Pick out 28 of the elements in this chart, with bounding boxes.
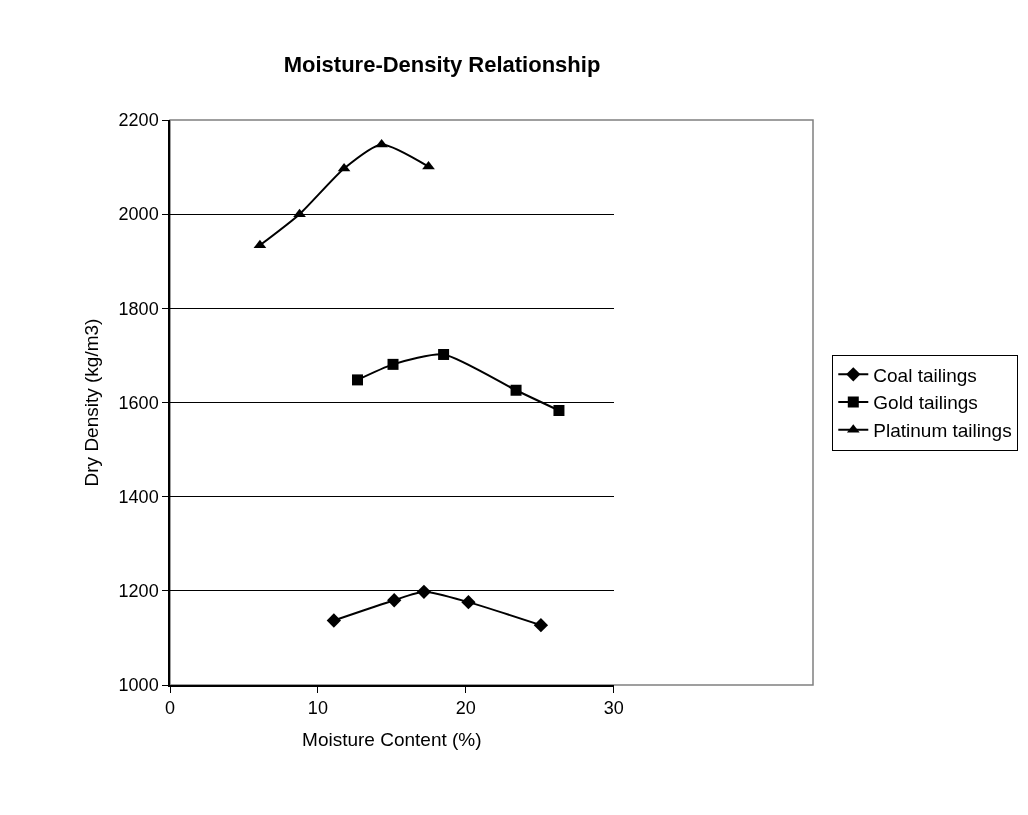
point: [387, 358, 399, 370]
x-tick-label: 10: [307, 698, 328, 719]
chart-title: Moisture-Density Relationship: [283, 52, 601, 78]
legend-label: Platinum tailings: [873, 420, 1012, 442]
y-tick-label: 1200: [118, 581, 159, 602]
point: [438, 348, 450, 360]
point: [553, 405, 565, 416]
y-tick-label: 1000: [118, 675, 159, 696]
y-tick-label: 1600: [118, 392, 159, 413]
y-tick-label: 1800: [118, 298, 159, 319]
legend-label: Coal tailings: [873, 364, 977, 386]
x-tick-label: 0: [164, 698, 176, 719]
point: [352, 374, 364, 386]
point: [461, 594, 476, 610]
y-tick-label: 1400: [118, 486, 159, 507]
x-tick-label: 20: [455, 698, 476, 719]
y-axis-title: Dry Density (kg/m3): [80, 318, 102, 487]
point: [416, 584, 432, 599]
point: [375, 138, 388, 148]
x-axis-title: Moisture Content (%): [302, 728, 482, 750]
y-tick-label: 2200: [118, 110, 159, 131]
point: [510, 384, 522, 396]
x-tick-label: 30: [603, 698, 624, 719]
point: [326, 613, 342, 628]
y-tick-label: 2000: [118, 204, 159, 225]
point: [387, 593, 402, 608]
point: [533, 618, 549, 633]
legend-label: Gold tailings: [873, 392, 978, 414]
